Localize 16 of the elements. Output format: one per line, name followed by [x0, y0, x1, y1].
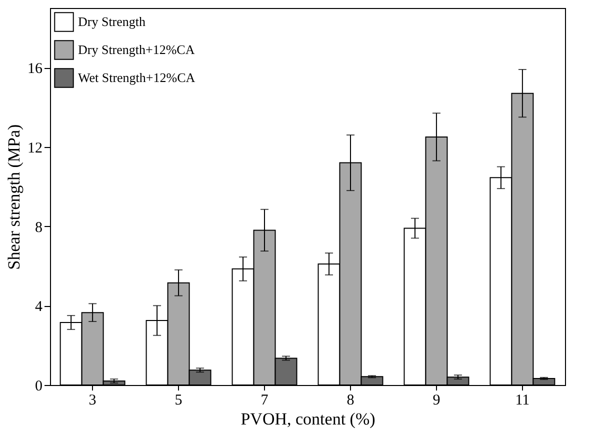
y-tick-label: 12 [28, 140, 42, 156]
legend-label: Dry Strength [78, 14, 146, 29]
legend-label: Wet Strength+12%CA [78, 70, 196, 85]
x-tick-label: 3 [88, 392, 96, 408]
x-axis-title: PVOH, content (%) [240, 410, 376, 428]
x-tick-label: 11 [515, 392, 530, 408]
x-tick-label: 8 [346, 392, 354, 408]
y-tick-label: 8 [35, 220, 42, 236]
x-tick-label: 9 [432, 392, 440, 408]
y-tick-label: 4 [35, 299, 43, 316]
y-axis-title: Shear strength (MPa) [4, 124, 24, 270]
y-tick-label: 0 [35, 378, 42, 394]
x-tick-label: 7 [260, 392, 269, 408]
legend-label: Dry Strength+12%CA [78, 42, 196, 57]
x-tick-label: 5 [174, 392, 182, 408]
y-tick-label: 16 [28, 61, 43, 78]
